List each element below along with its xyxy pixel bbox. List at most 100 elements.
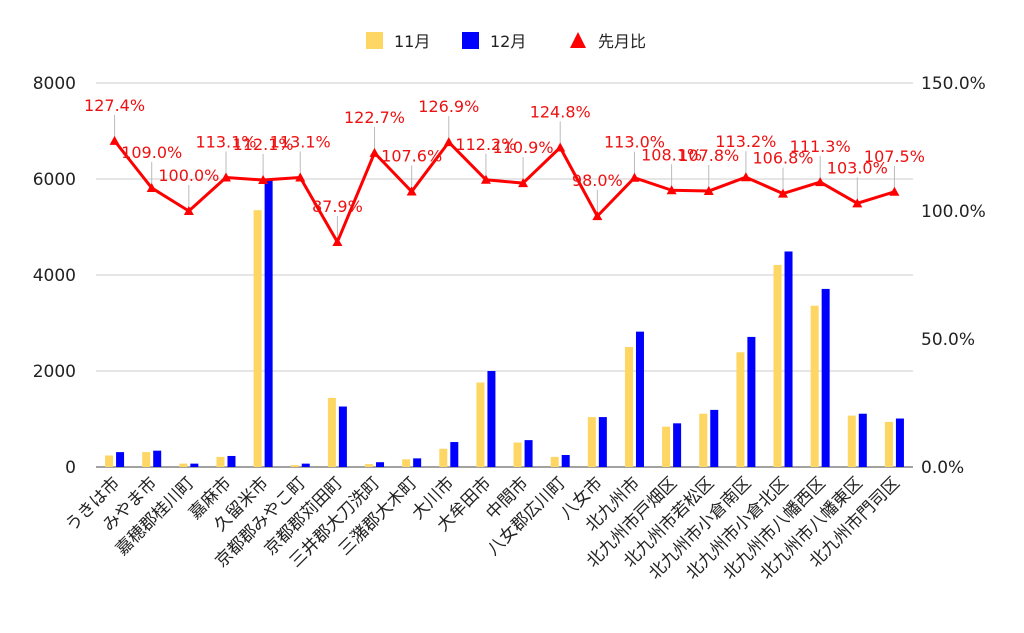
bar <box>710 409 719 467</box>
point-marker <box>146 182 157 192</box>
bar <box>747 336 756 467</box>
bar <box>376 462 385 467</box>
bar <box>264 179 273 467</box>
bar <box>699 413 708 467</box>
point-marker <box>258 175 269 185</box>
point-marker <box>778 188 789 198</box>
bar <box>662 426 671 467</box>
point-marker <box>406 186 417 196</box>
bar <box>301 463 310 467</box>
bar <box>439 448 448 467</box>
ratio-line <box>113 139 895 244</box>
point-marker <box>592 211 603 221</box>
y-right-tick-label: 50.0% <box>921 330 975 350</box>
data-label: 106.8% <box>753 149 814 168</box>
legend-label: 11月 <box>394 32 430 51</box>
data-label: 87.9% <box>312 197 363 216</box>
bar <box>327 397 336 467</box>
bar <box>513 442 522 467</box>
data-label: 109.0% <box>121 143 182 162</box>
point-marker <box>815 177 826 187</box>
data-label: 111.3% <box>790 137 851 156</box>
bar <box>550 456 559 467</box>
point-marker <box>109 135 120 145</box>
point-marker <box>443 137 454 147</box>
bar <box>784 251 793 467</box>
bar <box>884 421 893 467</box>
y-left-tick-label: 4000 <box>33 266 76 286</box>
legend-label: 先月比 <box>598 32 646 51</box>
data-label: 110.9% <box>493 138 554 157</box>
legend-swatch <box>462 32 479 49</box>
bar <box>524 440 533 467</box>
data-label: 124.8% <box>530 103 591 122</box>
data-label: 98.0% <box>572 171 623 190</box>
y-right-tick-label: 0.0% <box>921 458 964 478</box>
point-marker <box>555 142 566 152</box>
legend-label: 12月 <box>490 32 526 51</box>
y-right-tick-label: 100.0% <box>921 202 986 222</box>
data-label: 107.6% <box>381 147 442 166</box>
point-marker <box>480 174 491 184</box>
data-label: 113.2% <box>715 132 776 151</box>
bar <box>142 452 151 467</box>
y-left-tick-label: 2000 <box>33 362 76 382</box>
bar <box>190 463 199 467</box>
y-left-tick-label: 0 <box>65 458 76 478</box>
bar <box>450 442 459 467</box>
bar <box>413 458 422 467</box>
bar <box>736 352 745 467</box>
legend-swatch <box>570 32 586 48</box>
y-right-tick-label: 150.0% <box>921 74 986 94</box>
point-marker <box>332 236 343 246</box>
bar <box>216 456 225 467</box>
bar <box>179 463 188 467</box>
point-marker <box>518 178 529 188</box>
bar <box>290 465 299 467</box>
data-label: 112.1% <box>233 135 294 154</box>
data-label: 108.1% <box>641 145 702 164</box>
bar <box>476 382 485 467</box>
bar <box>821 288 830 467</box>
bar <box>153 450 162 467</box>
data-label: 113.1% <box>195 132 256 151</box>
bar <box>561 455 570 467</box>
bar <box>116 452 125 467</box>
data-label: 103.0% <box>827 158 888 177</box>
point-marker <box>183 206 194 215</box>
point-marker <box>369 147 380 157</box>
data-label: 107.5% <box>864 147 925 166</box>
bar <box>624 347 633 467</box>
point-marker <box>889 186 900 196</box>
bar <box>338 406 347 467</box>
data-label: 122.7% <box>344 108 405 127</box>
bar <box>598 417 607 467</box>
point-marker <box>703 186 714 196</box>
data-label: 113.1% <box>270 132 331 151</box>
bar <box>895 418 904 467</box>
point-marker <box>220 172 231 182</box>
data-label: 107.8% <box>678 146 739 165</box>
bar <box>810 305 819 467</box>
data-label: 126.9% <box>418 97 479 116</box>
point-marker <box>629 172 640 182</box>
bar <box>635 331 644 467</box>
bar <box>773 264 782 467</box>
bar <box>105 455 114 467</box>
point-marker <box>295 172 306 182</box>
data-label: 100.0% <box>158 166 219 185</box>
bar <box>847 415 856 467</box>
bar <box>227 455 236 467</box>
y-left-tick-label: 8000 <box>33 74 76 94</box>
point-marker <box>852 198 863 208</box>
data-label: 113.0% <box>604 133 665 152</box>
point-marker <box>666 185 677 195</box>
point-marker <box>740 172 751 182</box>
bar <box>365 464 374 467</box>
bar <box>487 371 496 467</box>
bar <box>253 210 262 467</box>
legend-swatch <box>366 32 383 49</box>
bar <box>673 423 682 467</box>
bar <box>402 459 411 467</box>
